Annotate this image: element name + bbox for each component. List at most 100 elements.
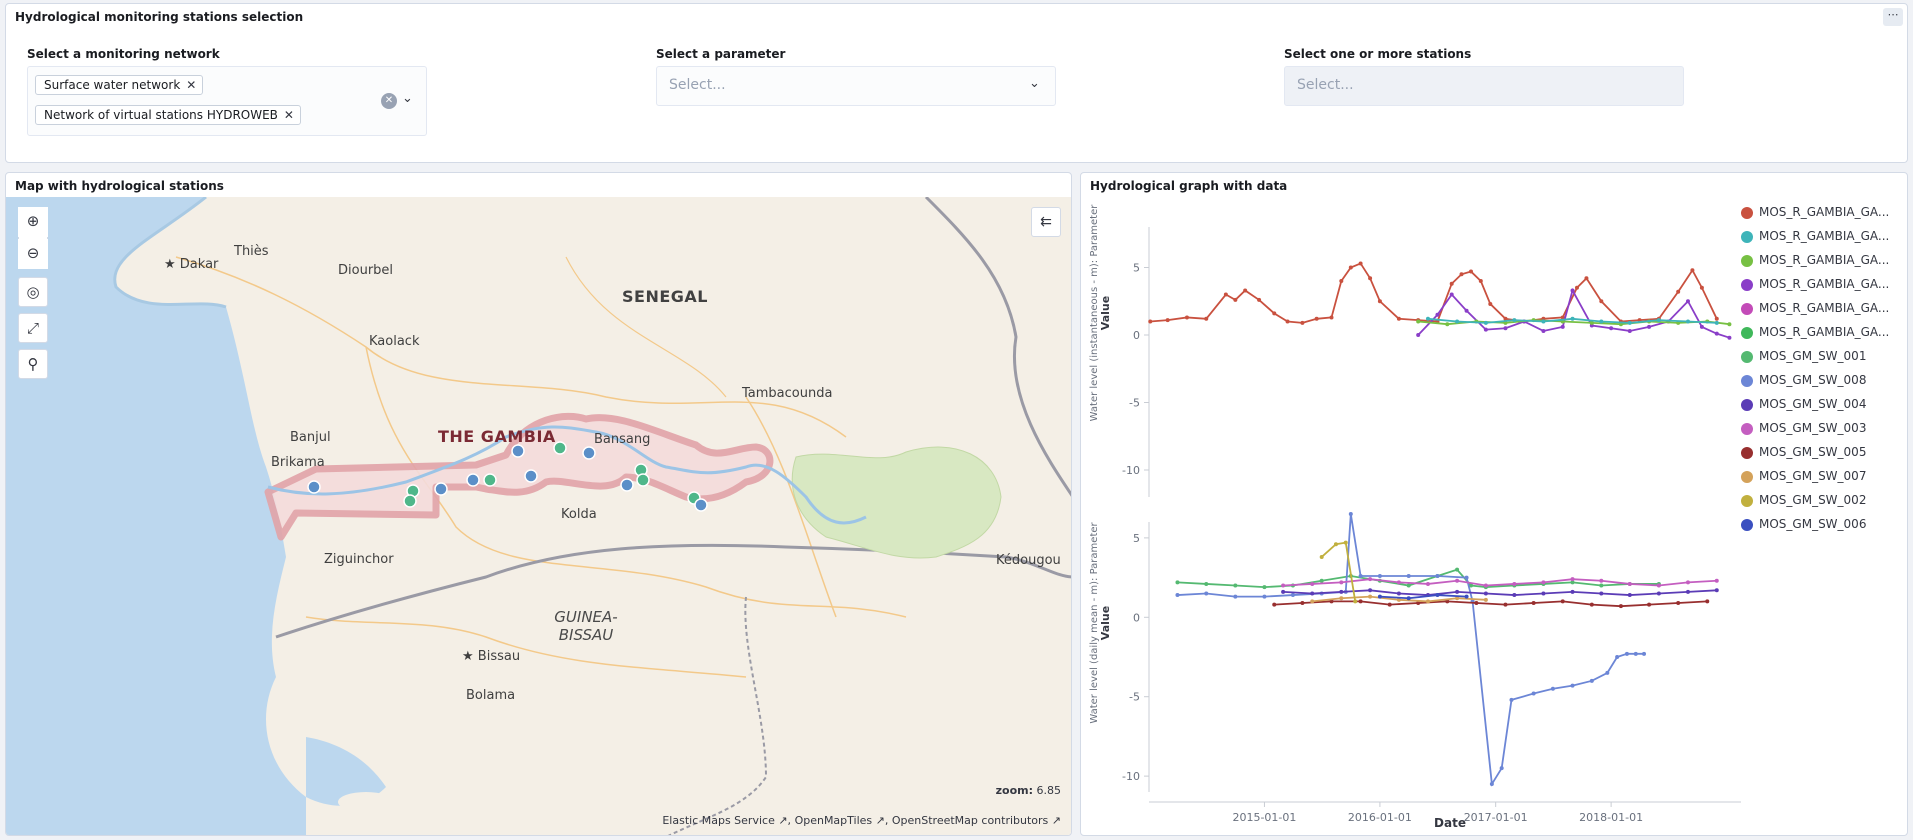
network-pill[interactable]: Surface water network ✕ <box>35 75 204 95</box>
data-point <box>1175 593 1180 598</box>
data-point <box>1339 580 1344 585</box>
data-point <box>1503 316 1508 321</box>
legend-swatch <box>1741 255 1753 267</box>
network-pill[interactable]: Network of virtual stations HYDROWEB ✕ <box>35 105 301 125</box>
data-point <box>1416 333 1421 337</box>
stations-label: Select one or more stations <box>1284 47 1472 61</box>
data-point <box>1358 574 1363 578</box>
legend-item[interactable]: MOS_R_GAMBIA_GA... <box>1741 323 1901 347</box>
legend-label: MOS_GM_SW_002 <box>1759 493 1867 507</box>
map-canvas[interactable]: ★ Dakar Thiès Diourbel SENEGAL Kaolack T… <box>6 197 1072 836</box>
station-marker <box>434 482 448 496</box>
data-point <box>1319 578 1324 583</box>
data-point <box>1570 316 1575 321</box>
x-tick-label: 2017-01-01 <box>1464 811 1528 824</box>
station-marker <box>524 469 538 483</box>
data-point <box>1300 601 1305 605</box>
data-point <box>1541 591 1546 596</box>
data-point <box>1570 589 1575 594</box>
series-line <box>1283 589 1717 596</box>
zoom-out-icon[interactable]: ⊖ <box>18 239 48 269</box>
fullscreen-icon[interactable]: ⤢ <box>18 313 48 343</box>
series-line <box>1274 600 1708 608</box>
tools-icon[interactable]: ⚲ <box>18 349 48 379</box>
data-point <box>1175 580 1180 585</box>
legend-item[interactable]: MOS_GM_SW_008 <box>1741 371 1901 395</box>
remove-icon[interactable]: ✕ <box>283 108 294 122</box>
data-point <box>1339 589 1344 594</box>
remove-icon[interactable]: ✕ <box>186 78 197 92</box>
data-point <box>1464 594 1469 599</box>
ellipsis-icon[interactable]: ⋯ <box>1883 8 1903 26</box>
city-label: Kédougou <box>996 553 1061 568</box>
panel-title: Map with hydrological stations <box>15 179 224 193</box>
legend-label: MOS_GM_SW_003 <box>1759 421 1867 435</box>
data-point <box>1257 297 1262 302</box>
data-point <box>1449 281 1454 286</box>
data-point <box>1512 593 1517 598</box>
city-label: ★ Dakar <box>164 257 219 272</box>
map-panel: Map with hydrological stations <box>5 172 1072 836</box>
data-point <box>1223 292 1228 297</box>
parameter-select[interactable]: Select... ⌄ <box>656 66 1056 106</box>
attribution-link[interactable]: OpenMapTiles <box>794 814 873 827</box>
data-point <box>1449 292 1454 297</box>
legend-swatch <box>1741 447 1753 459</box>
legend-item[interactable]: MOS_GM_SW_003 <box>1741 419 1901 443</box>
legend-item[interactable]: MOS_GM_SW_007 <box>1741 467 1901 491</box>
legend-swatch <box>1741 375 1753 387</box>
attribution-link[interactable]: Elastic Maps Service <box>662 814 775 827</box>
legend-item[interactable]: MOS_R_GAMBIA_GA... <box>1741 227 1901 251</box>
data-point <box>1406 596 1411 601</box>
country-label: THE GAMBIA <box>438 427 556 446</box>
city-label: Kaolack <box>369 334 420 349</box>
legend-label: MOS_R_GAMBIA_GA... <box>1759 301 1890 315</box>
data-point <box>1483 597 1488 602</box>
basemap[interactable] <box>6 197 1072 836</box>
series-line <box>1283 578 1717 587</box>
gambia-river <box>267 425 867 525</box>
chevron-down-icon[interactable]: ⌄ <box>402 91 413 106</box>
data-point <box>1416 319 1421 324</box>
y-axis-title-top: Water level (instantaneous - m): Paramet… <box>1089 204 1100 422</box>
locate-icon[interactable]: ◎ <box>18 277 48 307</box>
data-point <box>1204 316 1209 321</box>
chevron-down-icon[interactable]: ⌄ <box>1029 76 1040 91</box>
data-point <box>1464 575 1469 580</box>
layers-icon[interactable]: ⇇ <box>1031 207 1061 237</box>
legend-item[interactable]: MOS_GM_SW_005 <box>1741 443 1901 467</box>
data-point <box>1339 596 1344 601</box>
data-point <box>1343 540 1348 545</box>
parameter-placeholder: Select... <box>669 77 726 93</box>
legend-item[interactable]: MOS_R_GAMBIA_GA... <box>1741 275 1901 299</box>
data-point <box>1685 580 1690 585</box>
station-selection-panel: Hydrological monitoring stations selecti… <box>5 3 1908 163</box>
border-line <box>924 197 1071 497</box>
data-point <box>1455 589 1460 594</box>
zoom-in-icon[interactable]: ⊕ <box>18 207 48 237</box>
country-label: SENEGAL <box>622 287 708 306</box>
attribution-link[interactable]: OpenStreetMap contributors <box>891 814 1049 827</box>
data-point <box>1714 316 1719 321</box>
stations-select[interactable]: Select... <box>1284 66 1684 106</box>
station-marker <box>620 478 634 492</box>
data-point <box>1531 691 1536 696</box>
x-axis-title: Date <box>1434 816 1466 830</box>
legend-item[interactable]: MOS_R_GAMBIA_GA... <box>1741 299 1901 323</box>
legend-item[interactable]: MOS_GM_SW_002 <box>1741 491 1901 515</box>
data-point <box>1599 319 1604 324</box>
series-line <box>1321 541 1357 602</box>
city-label: Brikama <box>271 455 325 470</box>
legend-item[interactable]: MOS_R_GAMBIA_GA... <box>1741 203 1901 227</box>
data-point <box>1676 289 1681 294</box>
network-combobox[interactable]: Surface water network ✕ Network of virtua… <box>27 66 427 136</box>
legend-item[interactable]: MOS_GM_SW_004 <box>1741 395 1901 419</box>
data-point <box>1406 574 1411 578</box>
y-tick-label: 5 <box>1133 262 1140 275</box>
hydrological-chart[interactable]: 5 0 -5 -10 5 0 -5 -10 2015-01-01 2016-01-01 2017-0… <box>1081 197 1741 833</box>
legend-item[interactable]: MOS_GM_SW_001 <box>1741 347 1901 371</box>
legend-item[interactable]: MOS_R_GAMBIA_GA... <box>1741 251 1901 275</box>
legend-item[interactable]: MOS_GM_SW_006 <box>1741 515 1901 539</box>
clear-icon[interactable]: ✕ <box>381 93 397 109</box>
legend-label: MOS_R_GAMBIA_GA... <box>1759 229 1890 243</box>
